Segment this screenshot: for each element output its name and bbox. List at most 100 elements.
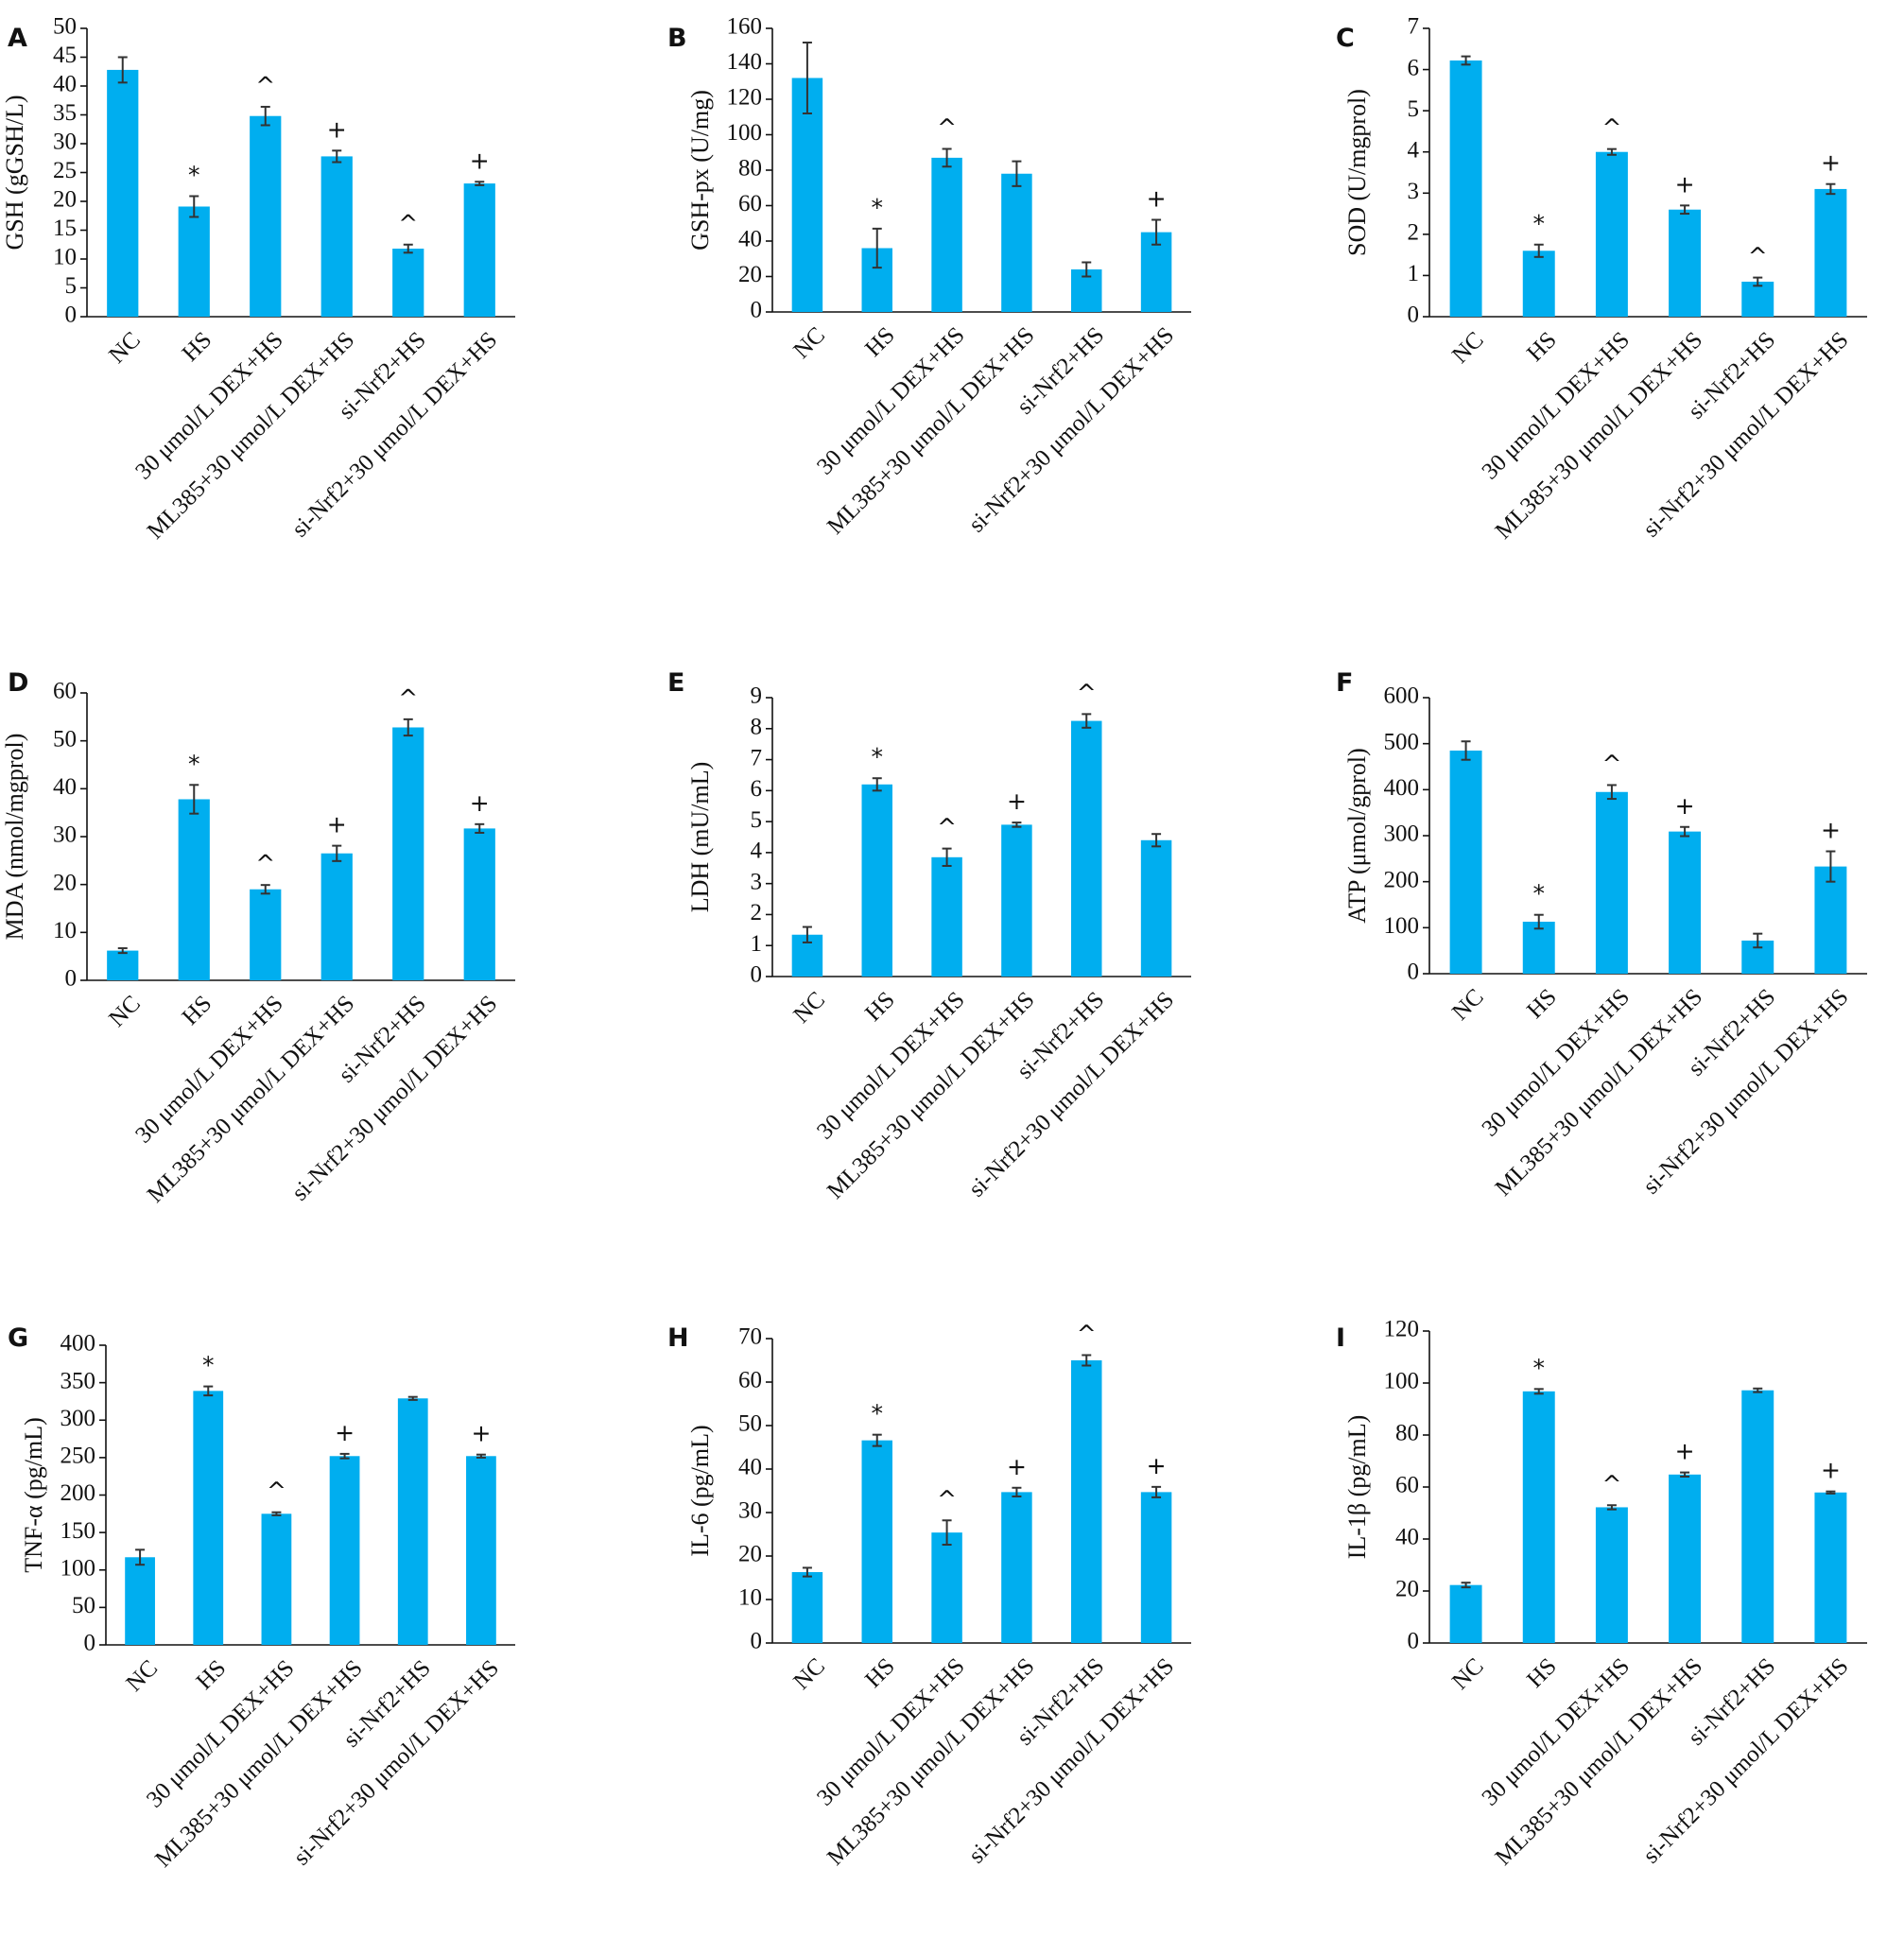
y-tick-label: 40 — [738, 227, 762, 252]
significance-mark: * — [202, 1352, 215, 1379]
y-tick-label: 7 — [1408, 14, 1420, 40]
y-tick-label: 3 — [751, 869, 763, 894]
significance-mark: ^ — [937, 114, 957, 142]
significance-mark: ^ — [255, 850, 275, 877]
y-tick-label: 0 — [1408, 1629, 1420, 1654]
y-tick-label: 30 — [53, 130, 77, 155]
y-tick-label: 15 — [53, 216, 77, 241]
bar — [107, 69, 139, 318]
significance-mark: ^ — [1601, 750, 1621, 777]
y-tick-label: 100 — [1384, 1369, 1420, 1394]
significance-mark: + — [335, 1419, 355, 1446]
y-tick-label: 60 — [738, 191, 762, 216]
x-category-label: NC — [1447, 1653, 1489, 1695]
chart-panel-f: F 0 100 200 300 400 500 600 ATP (μmol/gprol) NC * H… — [1336, 668, 1867, 1202]
significance-mark: + — [1821, 149, 1841, 177]
y-tick-label: 40 — [1395, 1525, 1419, 1550]
significance-mark: + — [1821, 1457, 1841, 1484]
significance-mark: + — [1675, 792, 1695, 820]
y-tick-label: 500 — [1384, 729, 1420, 754]
y-tick-label: 50 — [738, 1411, 762, 1437]
bar — [463, 183, 495, 317]
x-category-label: HS — [860, 987, 900, 1027]
bar — [1449, 1584, 1482, 1643]
y-tick-label: 200 — [61, 1480, 96, 1506]
y-tick-label: 30 — [53, 822, 77, 848]
x-category-label: HS — [860, 1653, 900, 1693]
chart-panel-b: B 0 20 40 60 80 100 120 140 160 GSH-px (U/mg) NC * HS… — [667, 14, 1191, 540]
y-tick-label: 70 — [738, 1324, 762, 1350]
y-tick-label: 35 — [53, 100, 77, 126]
y-tick-label: 50 — [53, 14, 77, 40]
y-tick-label: 200 — [1384, 867, 1420, 892]
significance-mark: ^ — [937, 1485, 957, 1513]
bar — [1071, 1360, 1102, 1643]
x-category-label: NC — [104, 327, 146, 369]
y-tick-label: 0 — [84, 1631, 96, 1656]
x-category-label: NC — [104, 991, 146, 1032]
bar — [463, 828, 495, 980]
y-tick-label: 0 — [1408, 303, 1420, 328]
bar — [392, 727, 424, 980]
bar — [107, 950, 139, 980]
y-tick-label: 250 — [61, 1444, 96, 1469]
significance-mark: * — [1533, 1354, 1546, 1381]
y-tick-label: 60 — [53, 679, 77, 704]
significance-mark: * — [872, 194, 884, 221]
y-tick-label: 60 — [738, 1368, 762, 1393]
y-axis-label: GSH (gGSH/L) — [1, 95, 28, 251]
significance-mark: * — [1533, 210, 1546, 237]
bar — [1741, 1390, 1774, 1643]
bar — [1449, 750, 1482, 974]
x-category-label: NC — [1447, 984, 1489, 1026]
chart-panel-g: G 0 50 100 150 200 250 300 350 400 TNF-α (pg/mL) NC… — [8, 1323, 515, 1873]
panel-letter: F — [1336, 668, 1353, 698]
bar — [861, 1440, 892, 1643]
significance-mark: + — [470, 147, 490, 174]
y-tick-label: 5 — [751, 807, 763, 833]
bar — [178, 799, 210, 980]
significance-mark: + — [1821, 817, 1841, 844]
bar — [1669, 209, 1702, 317]
y-tick-label: 40 — [53, 72, 77, 97]
bar — [250, 889, 282, 980]
y-tick-label: 160 — [727, 14, 763, 40]
x-category-label: NC — [788, 987, 830, 1029]
y-axis-label: LDH (mU/mL) — [686, 762, 714, 913]
bar — [931, 856, 962, 977]
significance-mark: + — [327, 811, 347, 839]
y-tick-label: 20 — [738, 1542, 762, 1567]
significance-mark: ^ — [398, 210, 418, 237]
bar — [1522, 1391, 1555, 1643]
y-tick-label: 40 — [738, 1455, 762, 1480]
y-tick-label: 300 — [61, 1406, 96, 1431]
y-tick-label: 120 — [1384, 1317, 1420, 1342]
significance-mark: ^ — [398, 684, 418, 712]
significance-mark: ^ — [937, 814, 957, 841]
bar — [1522, 251, 1555, 317]
y-tick-label: 400 — [61, 1331, 96, 1357]
x-category-label: HS — [1522, 1653, 1562, 1693]
significance-mark: + — [470, 789, 490, 817]
y-axis-label: MDA (nmol/mgprol) — [1, 734, 28, 941]
y-axis-label: TNF-α (pg/mL) — [20, 1417, 47, 1573]
bar — [1140, 839, 1172, 977]
y-tick-label: 100 — [727, 120, 763, 146]
y-tick-label: 25 — [53, 158, 77, 183]
y-tick-label: 4 — [751, 839, 763, 864]
x-category-label: HS — [1522, 984, 1562, 1024]
y-tick-label: 20 — [738, 262, 762, 287]
y-tick-label: 100 — [61, 1555, 96, 1581]
y-tick-label: 30 — [738, 1498, 762, 1524]
y-tick-label: 20 — [53, 187, 77, 213]
panel-letter: C — [1336, 24, 1355, 53]
y-tick-label: 1 — [1408, 261, 1420, 286]
y-tick-label: 5 — [65, 273, 78, 299]
significance-mark: + — [1675, 1438, 1695, 1465]
y-axis-label: ATP (μmol/gprol) — [1343, 748, 1371, 924]
